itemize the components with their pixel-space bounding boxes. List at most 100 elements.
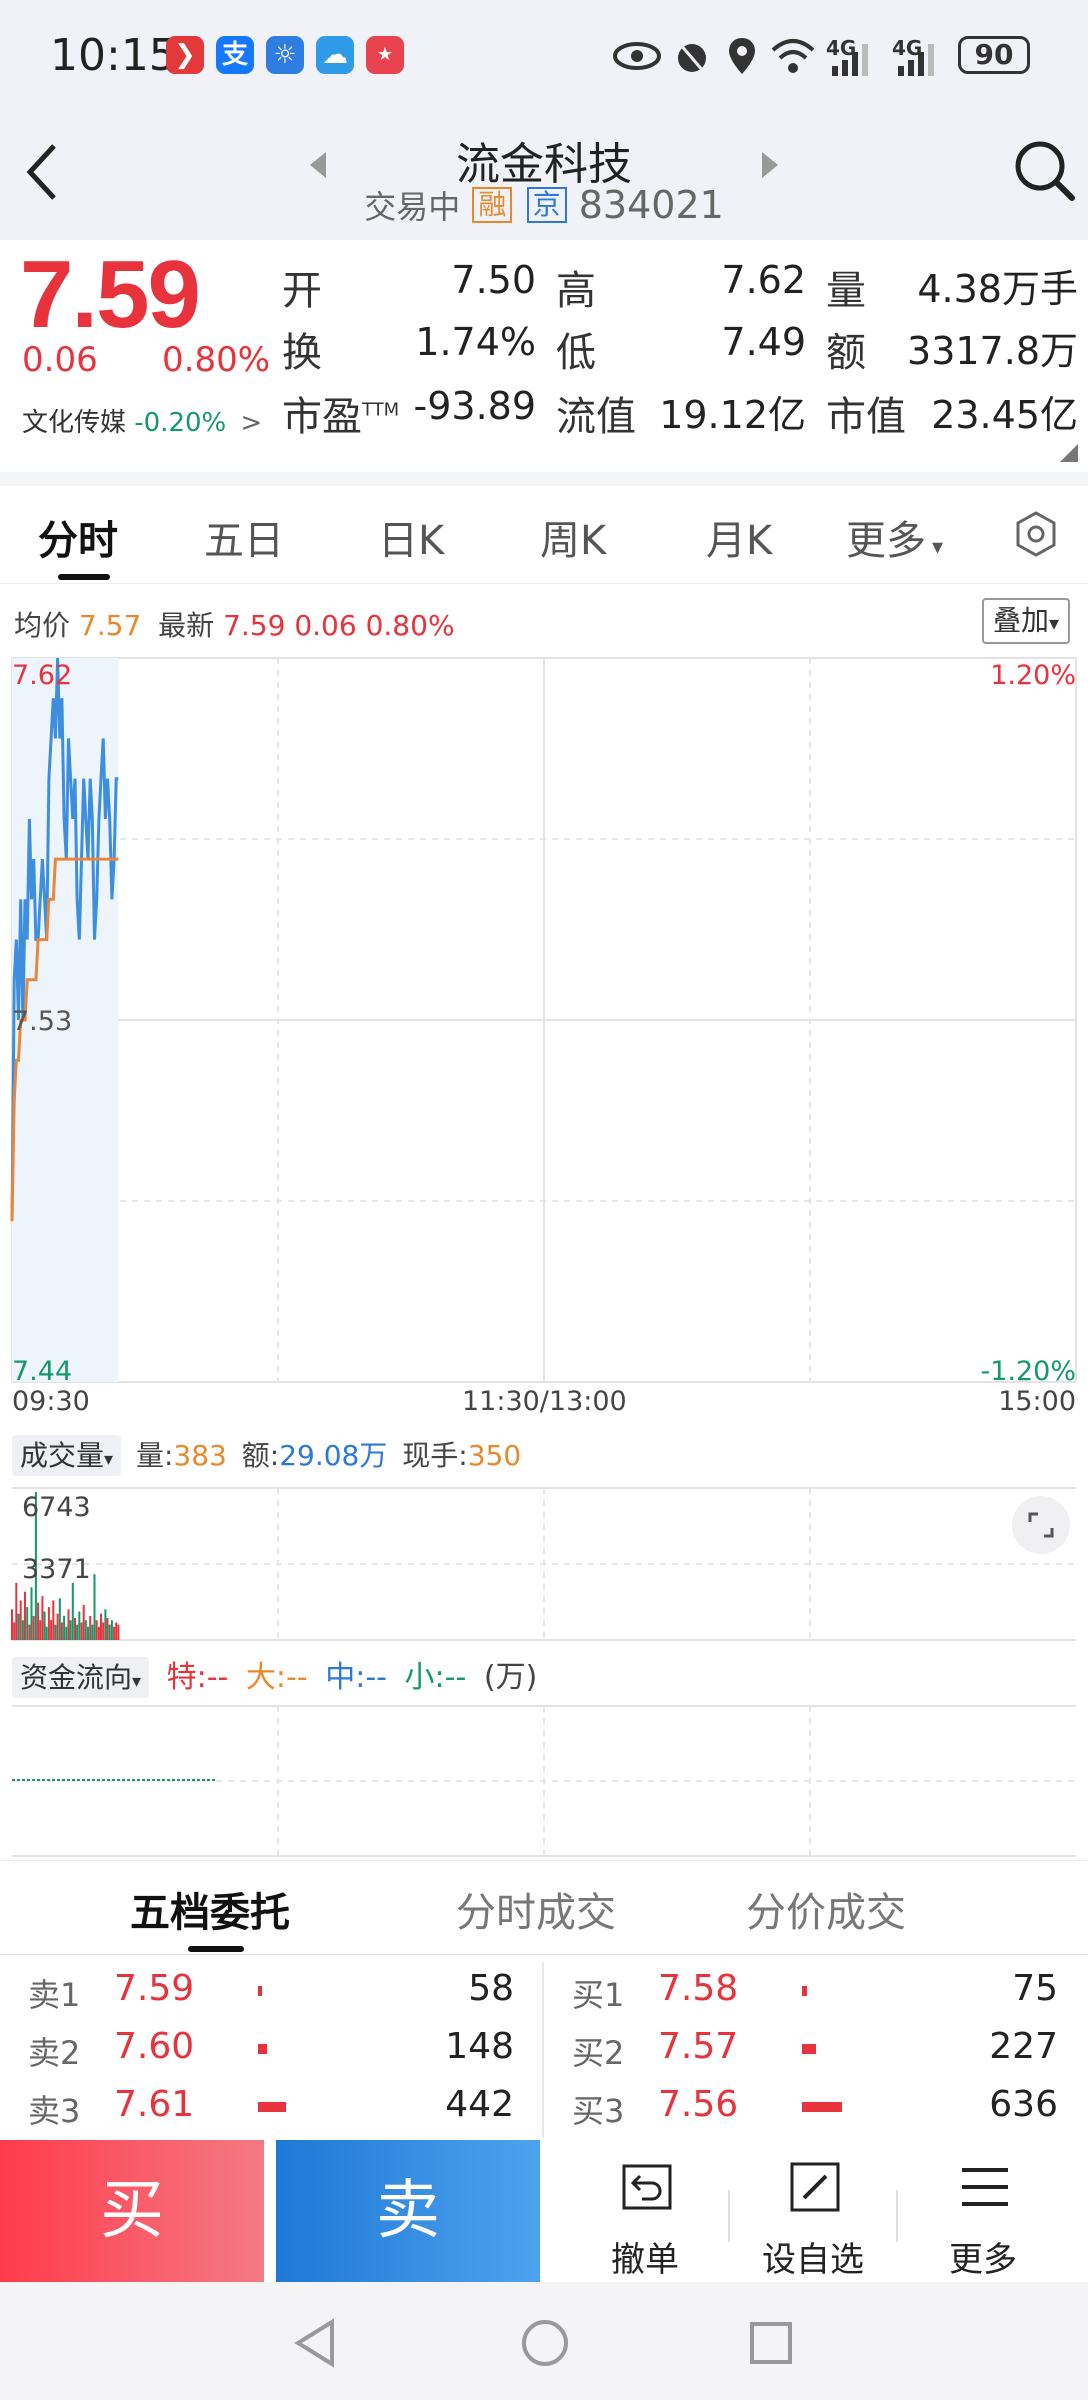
- wifi-icon: [770, 36, 816, 76]
- tab-price-trades[interactable]: 分价成交: [746, 1890, 906, 1936]
- price-change: 0.06: [22, 340, 98, 380]
- trade-status-line: 交易中 融 京 834021: [0, 182, 1088, 228]
- quote-label: 低: [556, 330, 596, 376]
- stock-name: 流金科技: [456, 139, 632, 190]
- volume-bar: [80, 1622, 83, 1640]
- volume-value: 4.38万手: [917, 267, 1078, 311]
- amount-label: 额:: [241, 1439, 280, 1472]
- next-stock-button[interactable]: [758, 150, 782, 184]
- low-price: 7.49: [721, 320, 806, 364]
- tab-weekly-k[interactable]: 周K: [540, 518, 607, 564]
- volume-bar: [65, 1626, 68, 1640]
- volume-bar: [47, 1607, 50, 1640]
- sector-name: 文化传媒: [22, 408, 127, 438]
- time-axis-mid: 11:30/13:00: [462, 1386, 627, 1417]
- ask-label: 卖1: [28, 1976, 81, 2014]
- back-button[interactable]: [22, 140, 62, 208]
- volume-bar: [26, 1607, 29, 1640]
- buy-button[interactable]: 买: [0, 2140, 264, 2282]
- volume-label: 量:: [135, 1439, 174, 1472]
- prev-stock-button[interactable]: [306, 150, 330, 184]
- cancel-order-icon: [622, 2164, 672, 2210]
- bid-quantity: 75: [1012, 1968, 1058, 2009]
- volume-bar: [15, 1582, 18, 1640]
- settings-hexagon-icon[interactable]: [1012, 510, 1060, 562]
- legend-change-pct: 0.80%: [365, 609, 455, 642]
- ask-row[interactable]: 卖2 7.60 148: [0, 2020, 530, 2078]
- ask-price: 7.61: [114, 2084, 195, 2125]
- nav-back-icon[interactable]: [292, 2318, 338, 2372]
- tab-daily-k[interactable]: 日K: [378, 518, 445, 564]
- hand-label: 现手:: [402, 1439, 468, 1472]
- volume-bar: [93, 1574, 96, 1640]
- ask-row[interactable]: 卖1 7.59 58: [0, 1962, 530, 2020]
- quote-label: 开: [282, 268, 322, 314]
- bid-label: 买2: [572, 2034, 625, 2072]
- bid-row[interactable]: 买3 7.56 636: [544, 2078, 1074, 2136]
- expand-corner-icon[interactable]: [1060, 444, 1078, 466]
- volume-selector[interactable]: 成交量▾: [12, 1435, 122, 1476]
- tab-more-label: 更多: [846, 518, 926, 564]
- tab-monthly-k[interactable]: 月K: [706, 518, 773, 564]
- ask-quantity: 148: [445, 2026, 514, 2067]
- system-nav-bar: [0, 2282, 1088, 2400]
- quote-label: 高: [556, 268, 596, 314]
- overlay-button-label: 叠加: [992, 604, 1049, 637]
- nav-recents-icon[interactable]: [748, 2320, 794, 2370]
- volume-bars: [11, 1492, 120, 1640]
- y-axis-mid: 7.53: [12, 1006, 73, 1037]
- tab-order-book[interactable]: 五档委托: [130, 1890, 290, 1936]
- tab-tick-trades[interactable]: 分时成交: [456, 1890, 616, 1936]
- flow-small: 小:--: [404, 1660, 467, 1695]
- bid-row[interactable]: 买2 7.57 227: [544, 2020, 1074, 2078]
- sector-link[interactable]: 文化传媒 -0.20% >: [22, 402, 262, 439]
- cancel-order-label: 撤单: [611, 2240, 679, 2280]
- volume-bar: [13, 1622, 16, 1640]
- volume-bar: [76, 1624, 79, 1640]
- volume-bar: [52, 1600, 55, 1640]
- news-icon: ★: [366, 36, 404, 74]
- ask-row[interactable]: 卖3 7.61 442: [0, 2078, 530, 2136]
- bid-label: 买1: [572, 1976, 625, 2014]
- ask-quantity: 58: [468, 1968, 514, 2009]
- cancel-order-button[interactable]: 撤单: [560, 2140, 730, 2282]
- fullscreen-icon[interactable]: [1012, 1496, 1070, 1554]
- header: [0, 110, 1088, 240]
- float-cap: 19.12亿: [659, 393, 806, 437]
- exchange-tag: 京: [526, 187, 567, 223]
- more-button[interactable]: 更多: [898, 2140, 1068, 2282]
- add-watchlist-button[interactable]: 设自选: [728, 2140, 898, 2282]
- y-axis-high: 7.62: [12, 660, 73, 691]
- divider: [896, 2190, 898, 2242]
- legend-change: 0.06: [294, 609, 357, 642]
- sell-button[interactable]: 卖: [276, 2140, 540, 2282]
- period-tabs: [0, 480, 1088, 584]
- hand-value: 350: [467, 1439, 522, 1472]
- search-icon[interactable]: [1012, 138, 1076, 206]
- fund-flow-header: 资金流向▾ 特:-- 大:-- 中:-- 小:-- (万): [12, 1652, 537, 1698]
- more-label: 更多: [949, 2240, 1017, 2280]
- tab-five-day[interactable]: 五日: [204, 518, 284, 564]
- bid-label: 买3: [572, 2092, 625, 2130]
- last-price: 7.59: [20, 241, 201, 348]
- tab-more[interactable]: 更多 ▾: [846, 508, 943, 566]
- nav-home-icon[interactable]: [520, 2318, 570, 2372]
- volume-bar: [30, 1587, 33, 1640]
- volume-bar: [104, 1609, 107, 1640]
- chevron-right-icon: >: [240, 408, 263, 438]
- tab-intraday[interactable]: 分时: [38, 518, 118, 564]
- tab-active-indicator: [58, 574, 110, 580]
- vol-axis-high: 6743: [22, 1492, 91, 1523]
- ask-depth-bar: [258, 2044, 268, 2054]
- flow-large: 大:--: [245, 1660, 308, 1695]
- intraday-chart[interactable]: [0, 585, 1088, 1860]
- caret-down-icon: ▾: [104, 1449, 114, 1470]
- ask-depth-bar: [258, 1986, 262, 1996]
- fund-flow-selector[interactable]: 资金流向▾: [12, 1657, 150, 1698]
- volume-header: 成交量▾ 量:383 额:29.08万 现手:350: [12, 1434, 522, 1476]
- weather-icon: ☁: [316, 36, 354, 74]
- bid-row[interactable]: 买1 7.58 75: [544, 1962, 1074, 2020]
- bid-price: 7.58: [658, 1968, 739, 2009]
- trade-status: 交易中: [364, 188, 461, 226]
- overlay-button[interactable]: 叠加▾: [982, 598, 1070, 644]
